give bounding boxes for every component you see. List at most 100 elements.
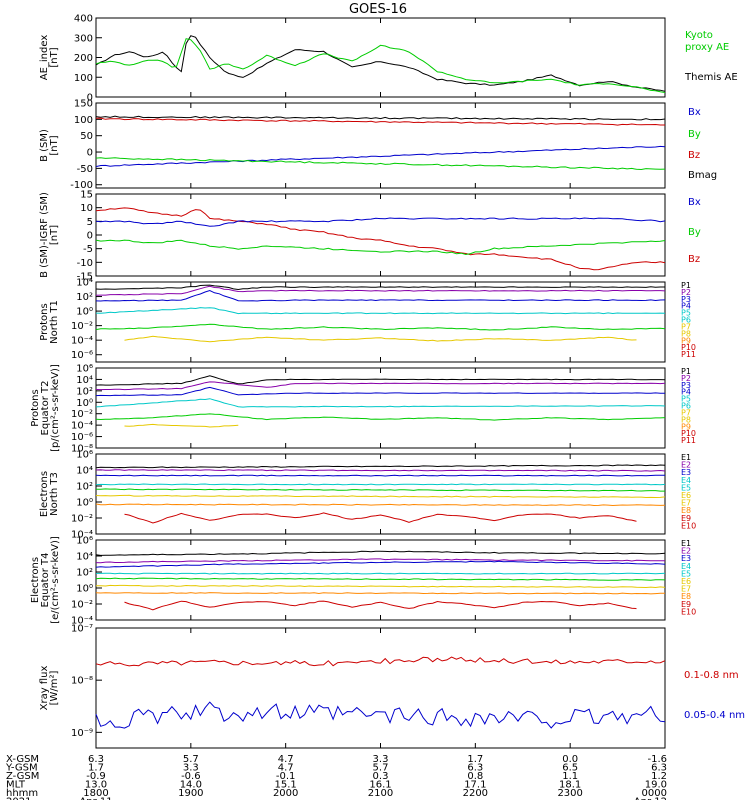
- panel-frame: [95, 193, 666, 277]
- legend-item: E1: [681, 453, 691, 462]
- legend-item: E9: [681, 600, 691, 609]
- series-line: [95, 157, 666, 171]
- legend-item: 0.1-0.8 nm: [684, 670, 739, 681]
- series-line: [95, 398, 666, 408]
- y-axis-label: [W/m²]: [49, 670, 60, 705]
- y-tick-label: 10⁻²: [71, 514, 93, 525]
- y-tick-label: 100: [74, 115, 93, 126]
- ephemeris-value: 0.8: [467, 771, 483, 782]
- y-tick-label: 10⁻⁴: [71, 336, 93, 347]
- y-tick-label: 300: [74, 33, 93, 44]
- y-axis-label: Equator T4: [40, 553, 51, 608]
- y-tick-label: 10⁻²: [71, 321, 93, 332]
- series-line: [95, 577, 666, 581]
- ephemeris-value: 6.5: [562, 763, 578, 774]
- series-line: [124, 335, 637, 343]
- y-tick-label: 10²: [76, 292, 93, 303]
- ephemeris-value: 2000: [273, 788, 298, 799]
- series-line: [124, 423, 239, 428]
- ephemeris-value: 2300: [557, 788, 582, 799]
- y-tick-label: 10⁶: [76, 536, 93, 547]
- series-line: [95, 386, 665, 397]
- legend-item: E10: [681, 521, 696, 530]
- y-tick-label: 10⁶: [76, 450, 93, 461]
- ephemeris-label: Z-GSM: [6, 771, 39, 782]
- ephemeris-value: Apr 11: [79, 797, 112, 800]
- y-tick-label: 10⁴: [76, 375, 93, 386]
- legend-item: Bz: [688, 254, 700, 265]
- y-tick-label: 10⁻⁴: [71, 421, 93, 432]
- legend-item: E8: [681, 506, 691, 515]
- legend-item: By: [688, 227, 701, 238]
- y-tick-label: 0: [87, 148, 93, 159]
- legend-item: Themis AE: [684, 72, 738, 83]
- ephemeris-value: -0.6: [181, 771, 201, 782]
- legend-item: Bmag: [688, 170, 717, 181]
- ephemeris-value: 4.7: [278, 763, 294, 774]
- series-line: [95, 35, 666, 92]
- legend-item: P4: [681, 388, 691, 397]
- y-tick-label: 10²: [76, 568, 93, 579]
- legend-item: E4: [681, 476, 691, 485]
- ephemeris-value: 14.0: [180, 780, 202, 791]
- y-tick-label: 0: [87, 231, 93, 242]
- y-axis-label: Equator T2: [40, 381, 51, 436]
- legend-item: P4: [681, 302, 691, 311]
- series-line: [96, 572, 666, 575]
- y-axis-label: Protons: [39, 303, 50, 340]
- series-line: [95, 323, 666, 331]
- y-tick-label: 10⁶: [76, 364, 93, 375]
- y-tick-label: 10⁻⁴: [71, 616, 93, 627]
- ephemeris-label: hhmm: [6, 788, 38, 799]
- series-line: [95, 375, 666, 386]
- y-tick-label: 10⁻⁸: [71, 444, 93, 455]
- y-tick-label: 150: [74, 99, 93, 110]
- legend-item: E2: [681, 547, 691, 556]
- legend-item: P1: [681, 281, 691, 290]
- series-line: [95, 494, 666, 499]
- legend-item: E1: [681, 539, 691, 548]
- legend-item: P5: [681, 395, 691, 404]
- y-tick-label: 10⁻⁷: [71, 624, 93, 635]
- ephemeris-value: 2100: [368, 788, 393, 799]
- y-tick-label: 10²: [76, 386, 93, 397]
- legend-item: P2: [681, 374, 691, 383]
- legend-item: Bz: [688, 150, 700, 161]
- chart-title: GOES-16: [349, 2, 407, 17]
- panel-8: 10⁻⁷ 10⁻⁸ 10⁻⁹ Xray flux [W/m²] 0.1-0.8 nm 0.0…: [39, 624, 745, 749]
- y-axis-label: B (SM): [39, 129, 50, 162]
- panel-3: -15 -10 -5 0 5 10 15 B (SM)-IGRF (SM) [nT] Bx By Bz: [39, 190, 701, 283]
- legend-item: P8: [681, 415, 691, 424]
- legend-item: P5: [681, 309, 691, 318]
- y-axis-label: Protons: [30, 389, 41, 426]
- ephemeris-value: 1.7: [467, 754, 483, 765]
- series-line: [95, 558, 666, 564]
- ephemeris-value: 18.1: [559, 780, 581, 791]
- legend-item: P1: [681, 367, 691, 376]
- panel-2: -100 -50 0 50 100 150 B (SM) [nT] Bx By Bz Bmag: [39, 99, 717, 192]
- y-axis-label: Electrons: [39, 471, 50, 517]
- series-line: [95, 289, 666, 302]
- series-line: [96, 584, 666, 589]
- y-tick-label: -50: [77, 164, 93, 175]
- series-line: [95, 701, 666, 729]
- y-axis-label: Electrons: [30, 557, 41, 603]
- y-axis-label: North T1: [49, 300, 60, 344]
- y-tick-label: 5: [87, 217, 93, 228]
- y-tick-label: 10⁰: [76, 498, 93, 509]
- ephemeris-value: 1.7: [88, 763, 104, 774]
- ephemeris-value: 3.3: [183, 763, 199, 774]
- legend-item: P10: [681, 429, 696, 438]
- series-line: [95, 413, 666, 421]
- legend-item: E7: [681, 499, 691, 508]
- series-line: [95, 503, 666, 507]
- y-tick-label: 0: [87, 93, 93, 104]
- ephemeris-value: -0.9: [86, 771, 106, 782]
- y-tick-label: 15: [80, 190, 93, 201]
- ephemeris-value: 16.1: [369, 780, 391, 791]
- y-tick-label: -5: [83, 244, 93, 255]
- legend-item: E4: [681, 562, 691, 571]
- ephemeris-value: 5.7: [373, 763, 389, 774]
